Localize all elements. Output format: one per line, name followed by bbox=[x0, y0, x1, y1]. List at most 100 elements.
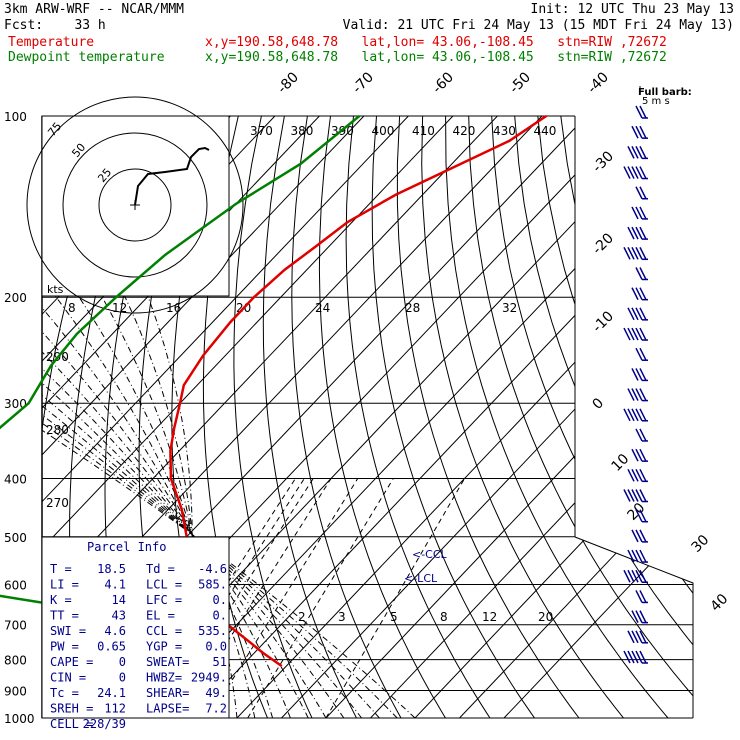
pressure-tick-label: 900 bbox=[4, 684, 27, 698]
hodograph-ring bbox=[26, 96, 244, 314]
parcel-value: 535. bbox=[198, 624, 227, 638]
wind-barb bbox=[635, 267, 648, 281]
theta-e-label: 400 bbox=[372, 124, 395, 138]
parcel-label: LFC = bbox=[146, 593, 182, 607]
hodograph-ring bbox=[98, 168, 172, 242]
wind-barb-flag bbox=[631, 489, 639, 502]
pressure-tick-label: 800 bbox=[4, 654, 27, 668]
wind-barb-flag bbox=[635, 650, 643, 664]
dry-adiabat-label: 280 bbox=[46, 423, 69, 437]
wind-barb-flag bbox=[627, 388, 635, 401]
parcel-value: 49. bbox=[205, 686, 227, 700]
wind-barb-flag bbox=[639, 408, 647, 422]
wind-barb-flag bbox=[639, 630, 647, 644]
wind-barb-flag bbox=[635, 489, 643, 502]
mixing-ratio-label: 20 bbox=[538, 610, 553, 624]
barb-key-title: Full barb: bbox=[638, 87, 692, 98]
wind-barb-flag bbox=[635, 105, 643, 119]
parcel-value: 585. bbox=[198, 578, 227, 592]
wind-barb-flag bbox=[639, 267, 647, 280]
theta-e-label: 370 bbox=[250, 124, 273, 138]
wind-barb bbox=[631, 529, 648, 543]
parcel-label: SWEAT= bbox=[146, 655, 189, 669]
wind-barb-flag bbox=[639, 549, 647, 563]
wind-barb-flag bbox=[635, 388, 643, 401]
wind-barb-flag bbox=[635, 146, 643, 159]
dry-adiabat bbox=[291, 116, 402, 718]
parcel-label: PW = bbox=[50, 640, 79, 654]
wind-barb-flag bbox=[631, 569, 639, 583]
wind-barb-flag bbox=[635, 408, 643, 422]
wind-barb-flag bbox=[631, 246, 639, 260]
isotherm-label: -70 bbox=[350, 69, 377, 96]
wind-barb bbox=[623, 246, 648, 261]
wind-barb-flag bbox=[635, 186, 643, 200]
wind-barb-flag bbox=[623, 650, 631, 664]
wind-barb-flag bbox=[639, 287, 647, 301]
theta-e-label: 410 bbox=[412, 124, 435, 138]
wind-barb-flag bbox=[639, 307, 647, 321]
isotherm-label: -30 bbox=[590, 148, 617, 175]
parcel-label: K = bbox=[50, 593, 72, 607]
wind-barb-flag bbox=[639, 509, 647, 523]
wind-barb-flag bbox=[635, 246, 643, 260]
wind-barb-flag bbox=[631, 610, 639, 623]
parcel-label: SWI = bbox=[50, 624, 86, 638]
parcel-value: 14 bbox=[112, 593, 126, 607]
wind-barb-flag bbox=[631, 529, 639, 543]
wind-barb-flag bbox=[639, 246, 647, 260]
parcel-label: SHEAR= bbox=[146, 686, 189, 700]
lcl-annotation: <-LCL bbox=[404, 572, 438, 585]
wind-barb-flag bbox=[623, 489, 631, 502]
mixing-ratio-label: 28 bbox=[405, 301, 420, 315]
wind-barb-flag bbox=[631, 287, 639, 301]
wind-barb-flag bbox=[635, 267, 643, 280]
wind-barb-flag bbox=[627, 549, 635, 563]
wind-barb-flag bbox=[631, 448, 639, 462]
wind-barb bbox=[627, 388, 648, 402]
isotherm bbox=[503, 116, 693, 718]
hodograph-trace bbox=[134, 146, 210, 206]
hodograph-ring bbox=[62, 132, 208, 278]
dry-adiabat bbox=[445, 116, 669, 718]
wind-barb-flag bbox=[631, 226, 639, 240]
wind-barb-flag bbox=[639, 650, 647, 664]
pressure-tick-label: 300 bbox=[4, 397, 27, 411]
wind-barb bbox=[631, 125, 648, 139]
wind-barb-flag bbox=[631, 166, 639, 179]
wind-barb bbox=[631, 610, 648, 624]
isotherm bbox=[281, 116, 693, 718]
wind-barb-flag bbox=[635, 307, 643, 321]
wind-barb-flag bbox=[631, 327, 639, 341]
wind-barb bbox=[623, 569, 648, 584]
dry-adiabat bbox=[560, 116, 693, 718]
isotherm-label: -40 bbox=[585, 69, 612, 96]
wind-barb bbox=[623, 166, 648, 180]
wind-barb-flag bbox=[639, 610, 647, 623]
wind-barbs bbox=[623, 86, 648, 664]
wind-barb-flag bbox=[639, 186, 647, 200]
wind-barb-flag bbox=[631, 549, 639, 563]
parcel-label: YGP = bbox=[146, 640, 182, 654]
parcel-label: LI = bbox=[50, 578, 79, 592]
pressure-tick-label: 100 bbox=[4, 110, 27, 124]
parcel-label: EL = bbox=[146, 609, 175, 623]
wind-barb bbox=[623, 408, 648, 422]
wind-barb-flag bbox=[635, 368, 643, 381]
wind-barb-flag bbox=[635, 226, 643, 240]
wind-barb bbox=[623, 327, 648, 341]
isotherm-label: 30 bbox=[689, 532, 713, 556]
temperature-legend: Temperature bbox=[8, 35, 95, 50]
dry-adiabat bbox=[675, 116, 693, 718]
parcel-value: 51 bbox=[213, 655, 227, 669]
wind-barb-flag bbox=[635, 590, 643, 603]
isotherm bbox=[42, 116, 409, 718]
dry-adiabat bbox=[606, 116, 693, 718]
dry-adiabat bbox=[468, 116, 693, 718]
wind-barb-flag bbox=[635, 428, 643, 442]
temperature-location: x,y=190.58,648.78 lat,lon= 43.06,-108.45… bbox=[205, 35, 667, 50]
ccl-annotation: <-CCL bbox=[412, 548, 448, 561]
theta-e-label: 420 bbox=[453, 124, 476, 138]
wind-barb-flag bbox=[635, 610, 643, 623]
